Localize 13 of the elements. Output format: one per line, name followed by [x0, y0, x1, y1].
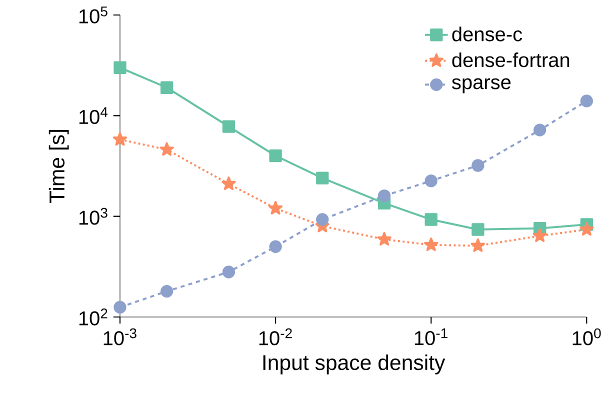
x-tick-label: 10$^{-2}$ — [259, 328, 292, 346]
y-tick-label: 10$^{5}$ — [79, 6, 108, 24]
y-tick-label: 10$^{2}$ — [79, 308, 108, 326]
y-tick-label: 10$^{4}$ — [79, 107, 108, 124]
legend-label: sparse — [452, 78, 511, 94]
x-tick-label: 10$^{0}$ — [572, 328, 601, 346]
legend-label: dense-fortran — [452, 52, 570, 68]
y-axis-title: Time [s] — [48, 130, 69, 204]
legend-label: dense-c — [452, 26, 522, 42]
x-tick-label: 10$^{-1}$ — [414, 328, 448, 346]
x-tick-label: 10$^{-3}$ — [104, 328, 136, 346]
y-tick-label: 10$^{3}$ — [79, 208, 108, 225]
x-axis-title: Input space density — [263, 354, 446, 374]
